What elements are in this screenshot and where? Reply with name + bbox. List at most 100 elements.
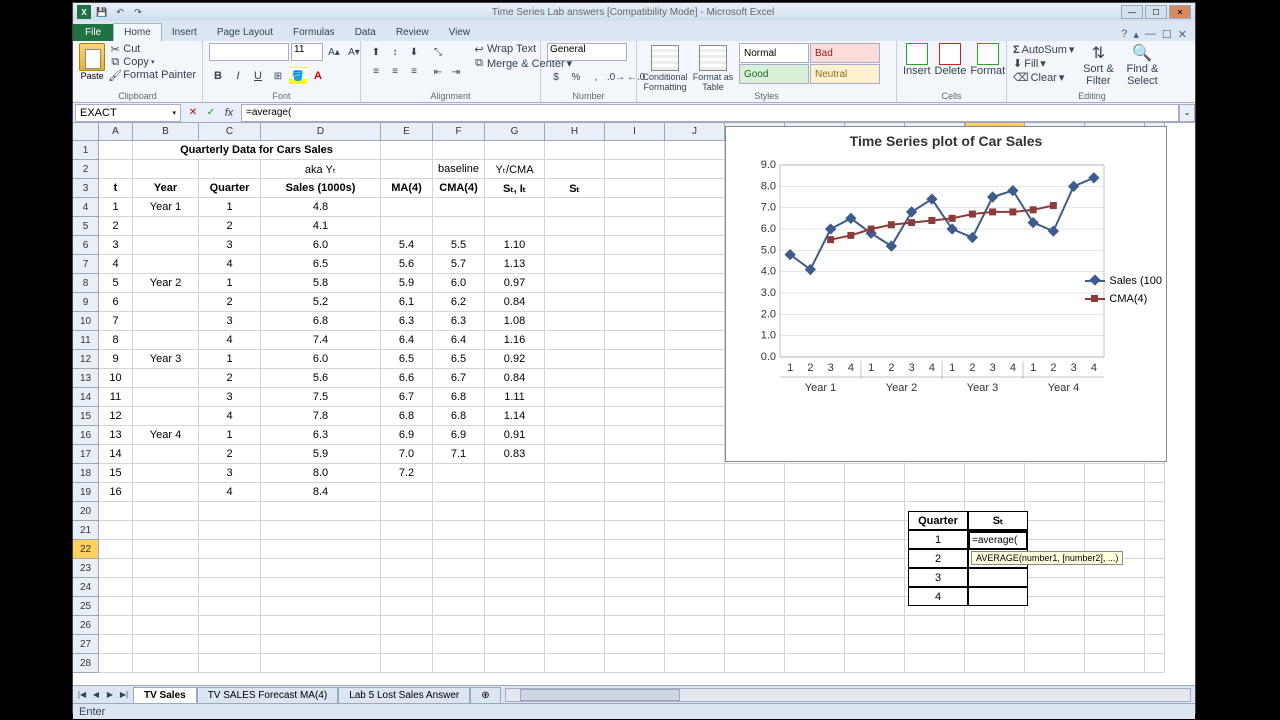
cell[interactable] (665, 445, 725, 464)
cell[interactable] (261, 540, 381, 559)
cell[interactable] (1085, 521, 1145, 540)
cell[interactable] (99, 521, 133, 540)
row-header-1[interactable]: 1 (73, 141, 99, 160)
cell[interactable] (605, 540, 665, 559)
cell[interactable] (665, 141, 725, 160)
cell[interactable]: CMA(4) (433, 179, 485, 198)
st-cell[interactable]: 1 (908, 530, 968, 549)
cell[interactable]: 0.84 (485, 369, 545, 388)
new-sheet-button[interactable]: ⊕ (470, 687, 500, 703)
cell[interactable]: 7.8 (261, 407, 381, 426)
cell[interactable]: 5.4 (381, 236, 433, 255)
cell[interactable] (433, 141, 485, 160)
fx-icon[interactable]: fx (221, 105, 237, 121)
cell[interactable] (785, 540, 845, 559)
cell[interactable] (133, 236, 199, 255)
row-header-14[interactable]: 14 (73, 388, 99, 407)
cell[interactable] (665, 654, 725, 673)
cell[interactable] (605, 217, 665, 236)
cell[interactable]: 2 (199, 369, 261, 388)
cell[interactable] (485, 540, 545, 559)
cell[interactable] (133, 502, 199, 521)
cell[interactable] (545, 369, 605, 388)
cell[interactable] (785, 616, 845, 635)
cell[interactable] (545, 141, 605, 160)
st-cell[interactable]: 3 (908, 568, 968, 587)
cell[interactable] (1145, 654, 1165, 673)
st-cell[interactable] (968, 568, 1028, 587)
cell[interactable] (485, 198, 545, 217)
cell[interactable]: Quarter (199, 179, 261, 198)
cell[interactable] (485, 217, 545, 236)
paste-button[interactable]: Paste (79, 43, 105, 81)
cell[interactable] (133, 635, 199, 654)
font-color-button[interactable]: A (309, 67, 327, 85)
cell[interactable] (545, 616, 605, 635)
cell[interactable] (433, 635, 485, 654)
cell[interactable] (545, 521, 605, 540)
cell[interactable]: Year 2 (133, 274, 199, 293)
cell[interactable]: 3 (199, 236, 261, 255)
cell[interactable]: 7 (99, 312, 133, 331)
cell[interactable]: 1.16 (485, 331, 545, 350)
cell[interactable]: 6.3 (261, 426, 381, 445)
cell[interactable] (199, 616, 261, 635)
cell[interactable]: 7.1 (433, 445, 485, 464)
cell[interactable] (665, 350, 725, 369)
cell[interactable] (99, 578, 133, 597)
cell[interactable]: 4.1 (261, 217, 381, 236)
cell[interactable] (605, 255, 665, 274)
cell[interactable] (605, 616, 665, 635)
cell[interactable] (133, 312, 199, 331)
cell[interactable] (381, 559, 433, 578)
cell[interactable] (381, 141, 433, 160)
ribbon-tab-file[interactable]: File (73, 24, 113, 41)
ribbon-tab-data[interactable]: Data (345, 24, 386, 41)
cell[interactable]: 5.8 (261, 274, 381, 293)
cell[interactable] (261, 521, 381, 540)
col-header-C[interactable]: C (199, 123, 261, 141)
cell[interactable]: t (99, 179, 133, 198)
cell[interactable] (725, 635, 785, 654)
cell[interactable]: 1.08 (485, 312, 545, 331)
cell[interactable]: 7.2 (381, 464, 433, 483)
cell[interactable]: 6.3 (381, 312, 433, 331)
cell[interactable]: 1.13 (485, 255, 545, 274)
cell[interactable] (665, 559, 725, 578)
cell[interactable]: 5 (99, 274, 133, 293)
row-header-13[interactable]: 13 (73, 369, 99, 388)
cell[interactable] (905, 635, 965, 654)
cell[interactable] (605, 521, 665, 540)
cell[interactable] (433, 578, 485, 597)
cell[interactable]: 6.2 (433, 293, 485, 312)
cell[interactable] (485, 502, 545, 521)
scroll-thumb[interactable] (520, 689, 680, 701)
cell[interactable] (99, 616, 133, 635)
cell[interactable] (199, 502, 261, 521)
cell[interactable] (605, 426, 665, 445)
cell[interactable] (485, 616, 545, 635)
indent-increase-icon[interactable]: ⇥ (447, 63, 465, 81)
cell[interactable] (1085, 578, 1145, 597)
cell[interactable] (725, 597, 785, 616)
cell[interactable] (433, 597, 485, 616)
cell[interactable] (485, 654, 545, 673)
align-bottom-icon[interactable]: ⬇ (405, 43, 423, 61)
format-painter-button[interactable]: 🖌Format Painter (109, 69, 196, 81)
cell[interactable]: 9 (99, 350, 133, 369)
cell[interactable] (965, 616, 1025, 635)
cell[interactable] (199, 540, 261, 559)
cell[interactable] (381, 540, 433, 559)
cell[interactable] (261, 597, 381, 616)
cell[interactable] (485, 597, 545, 616)
row-header-23[interactable]: 23 (73, 559, 99, 578)
cell[interactable] (381, 198, 433, 217)
cell[interactable] (199, 635, 261, 654)
cell[interactable] (261, 635, 381, 654)
cell[interactable] (133, 597, 199, 616)
cell[interactable] (545, 331, 605, 350)
row-header-2[interactable]: 2 (73, 160, 99, 179)
cell[interactable] (485, 483, 545, 502)
cell[interactable]: 6.5 (381, 350, 433, 369)
cell[interactable] (133, 445, 199, 464)
